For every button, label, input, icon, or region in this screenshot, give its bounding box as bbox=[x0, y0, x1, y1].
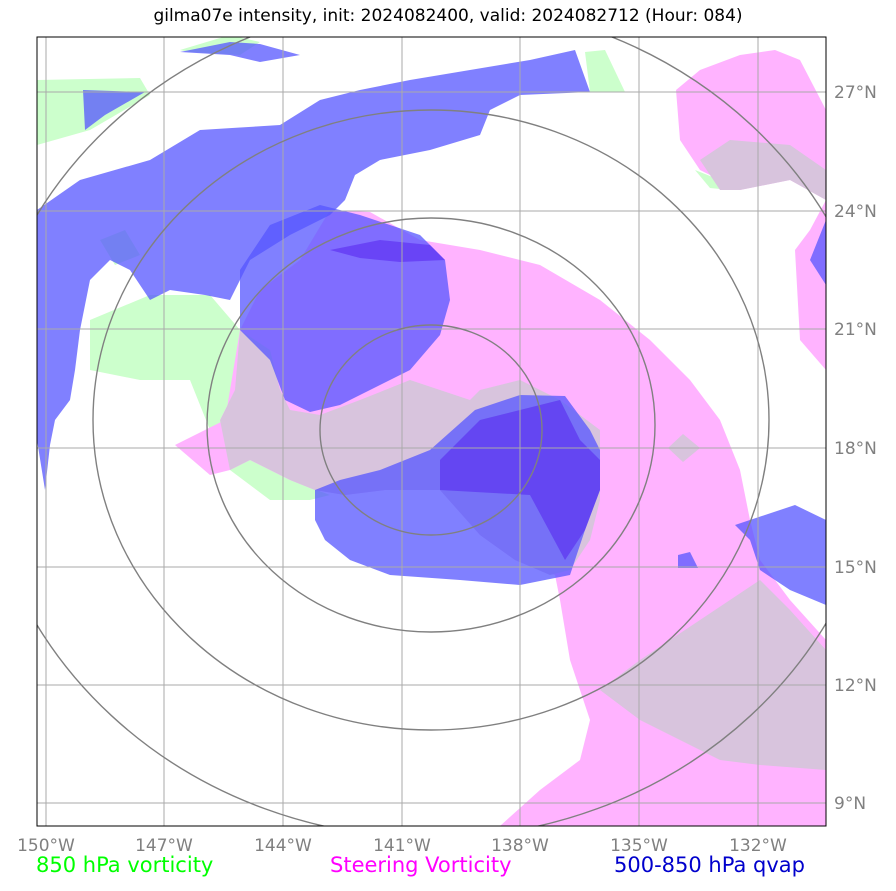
legend-qvap: 500-850 hPa qvap bbox=[614, 853, 805, 877]
lon-label: 144°W bbox=[254, 836, 312, 856]
lon-label: 132°W bbox=[729, 836, 787, 856]
lat-label: 15°N bbox=[834, 558, 877, 578]
vorticity-850-area bbox=[585, 50, 625, 92]
graticule bbox=[37, 37, 826, 826]
vorticity-850-area bbox=[90, 295, 330, 500]
map-frame bbox=[36, 36, 827, 827]
longitude-labels: 150°W 147°W 144°W 141°W 138°W 135°W 132°… bbox=[17, 836, 787, 856]
overlap-area bbox=[600, 580, 826, 770]
qvap-core-area bbox=[330, 240, 445, 262]
lat-label: 9°N bbox=[834, 794, 866, 814]
lon-label: 141°W bbox=[373, 836, 431, 856]
qvap-area bbox=[37, 50, 590, 490]
qvap-area bbox=[83, 90, 145, 130]
overlap-area bbox=[700, 140, 826, 200]
lon-label: 150°W bbox=[17, 836, 75, 856]
map-title: gilma07e intensity, init: 2024082400, va… bbox=[153, 6, 743, 26]
legend-850-vorticity: 850 hPa vorticity bbox=[36, 853, 214, 877]
lat-label: 12°N bbox=[834, 676, 877, 696]
lat-label: 27°N bbox=[834, 83, 877, 103]
lon-label: 147°W bbox=[135, 836, 193, 856]
lat-label: 18°N bbox=[834, 439, 877, 459]
qvap-area bbox=[180, 42, 300, 62]
qvap-area bbox=[810, 220, 826, 285]
map-plot-area bbox=[37, 37, 826, 826]
range-ring bbox=[206, 217, 656, 633]
steering-vorticity-area bbox=[676, 50, 826, 370]
qvap-area bbox=[678, 552, 698, 568]
legend-steering-vorticity: Steering Vorticity bbox=[330, 853, 512, 877]
range-ring bbox=[319, 324, 543, 536]
latitude-labels: 27°N 24°N 21°N 18°N 15°N 12°N 9°N bbox=[834, 83, 877, 814]
lon-label: 135°W bbox=[610, 836, 668, 856]
range-ring bbox=[92, 109, 770, 731]
lat-label: 24°N bbox=[834, 202, 877, 222]
lon-label: 138°W bbox=[491, 836, 549, 856]
lat-label: 21°N bbox=[834, 320, 877, 340]
range-rings bbox=[37, 37, 826, 826]
